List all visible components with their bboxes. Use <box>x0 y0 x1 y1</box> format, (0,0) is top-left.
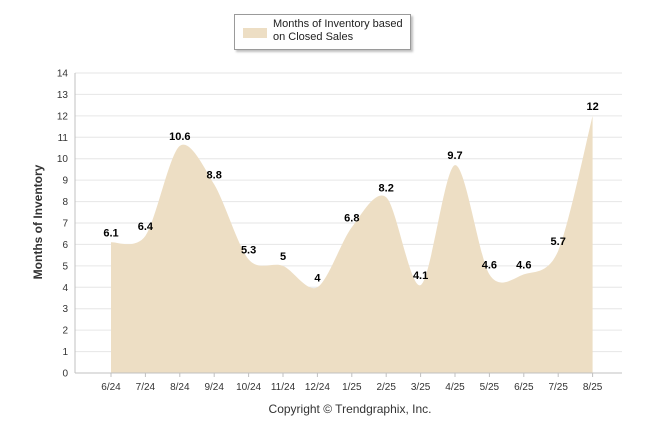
data-label: 4.6 <box>516 259 531 271</box>
x-tick-label: 2/25 <box>376 382 396 393</box>
data-label: 10.6 <box>169 131 190 143</box>
data-labels: 6.1 6.4 10.6 8.8 5.3 5 4 6.8 8.2 4.1 9.7 4.6 4.6 5.7 1… <box>103 101 598 284</box>
x-tick-label: 7/25 <box>548 382 568 393</box>
x-tick-label: 9/24 <box>204 382 224 393</box>
x-tick-label: 7/24 <box>136 382 156 393</box>
data-label: 4.1 <box>413 270 428 282</box>
x-tick-labels: 6/24 7/24 8/24 9/24 10/24 11/24 12/24 1/25 2/25 3… <box>101 382 603 393</box>
legend-label: Months of Inventory based on Closed Sale… <box>273 18 403 43</box>
y-tick-label: 6 <box>62 240 68 251</box>
data-label: 12 <box>586 101 598 113</box>
y-tick-label: 13 <box>57 90 69 101</box>
y-tick-label: 12 <box>57 111 69 122</box>
data-label: 5.7 <box>551 236 566 248</box>
y-tick-label: 4 <box>62 283 68 294</box>
x-tick-label: 6/24 <box>101 382 121 393</box>
y-tick-label: 9 <box>62 176 68 187</box>
copyright-text: Copyright © Trendgraphix, Inc. <box>268 402 432 416</box>
y-tick-label: 11 <box>58 133 69 144</box>
legend-swatch <box>243 28 267 38</box>
y-tick-label: 14 <box>57 69 69 80</box>
data-label: 4.6 <box>482 259 497 271</box>
data-label: 6.1 <box>103 227 118 239</box>
area-series <box>111 115 593 373</box>
y-tick-label: 3 <box>62 304 68 315</box>
data-label: 6.4 <box>138 221 154 233</box>
x-tick-label: 11/24 <box>271 382 296 393</box>
data-label: 9.7 <box>447 150 462 162</box>
data-label: 8.8 <box>207 169 222 181</box>
y-axis-title: Months of Inventory <box>31 164 45 280</box>
x-tick-label: 5/25 <box>480 382 500 393</box>
y-tick-label: 5 <box>62 261 68 272</box>
x-tick-label: 12/24 <box>305 382 330 393</box>
y-tick-label: 1 <box>62 347 68 358</box>
area-series-fill <box>111 115 593 373</box>
y-tick-label: 0 <box>62 369 68 380</box>
y-tick-label: 10 <box>57 154 69 165</box>
x-tick-label: 8/25 <box>583 382 603 393</box>
y-tick-label: 8 <box>62 197 68 208</box>
x-tick-label: 4/25 <box>445 382 465 393</box>
x-tick-label: 6/25 <box>514 382 534 393</box>
y-tick-label: 2 <box>62 326 68 337</box>
data-label: 5.3 <box>241 244 256 256</box>
x-tick-label: 8/24 <box>170 382 190 393</box>
x-tick-label: 1/25 <box>342 382 362 393</box>
x-tick-label: 3/25 <box>411 382 431 393</box>
y-tick-label: 7 <box>62 219 68 230</box>
legend: Months of Inventory based on Closed Sale… <box>234 14 411 50</box>
axes <box>74 73 622 377</box>
data-label: 6.8 <box>344 212 359 224</box>
data-label: 5 <box>280 251 286 263</box>
data-label: 4 <box>314 272 321 284</box>
x-tick-label: 10/24 <box>236 382 261 393</box>
data-label: 8.2 <box>379 182 394 194</box>
